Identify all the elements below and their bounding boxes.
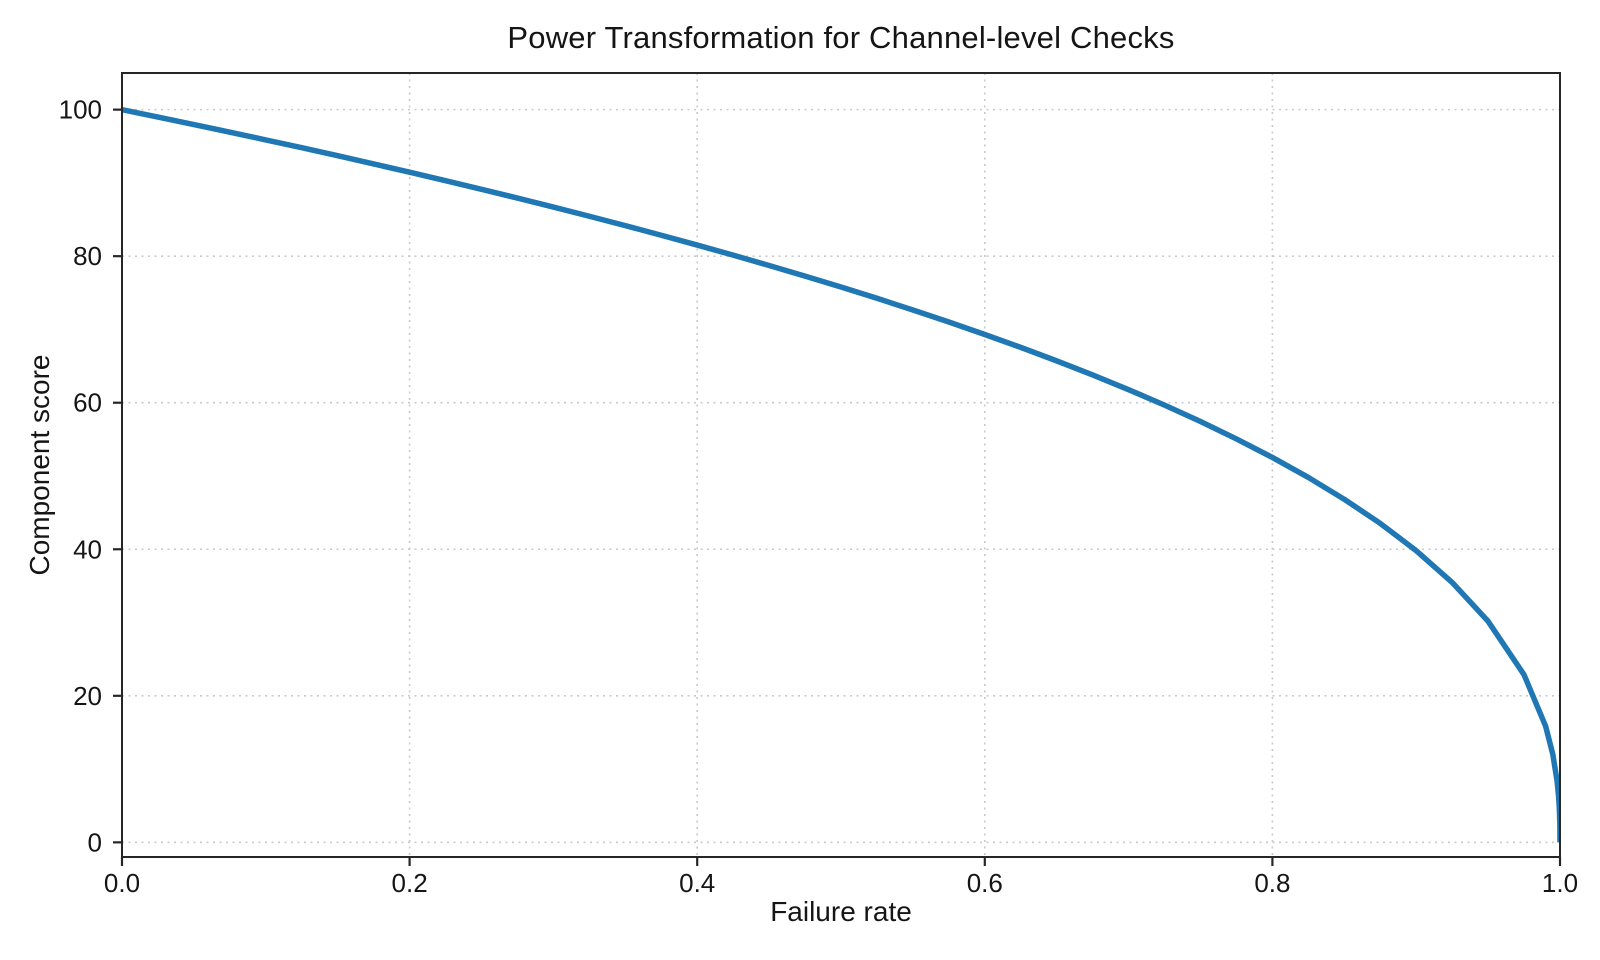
x-tick-label: 0.6: [967, 868, 1003, 898]
x-tick-label: 0.0: [104, 868, 140, 898]
y-tick-label: 0: [88, 827, 102, 857]
y-axis-label: Component score: [24, 354, 55, 576]
x-tick-label: 0.4: [679, 868, 715, 898]
x-tick-label: 0.8: [1254, 868, 1290, 898]
axes-spines: [121, 72, 1561, 858]
y-tick-label: 20: [73, 681, 102, 711]
x-tick-label: 1.0: [1542, 868, 1578, 898]
chart-title: Power Transformation for Channel-level C…: [507, 20, 1175, 55]
x-tick-label: 0.2: [392, 868, 428, 898]
y-tick-label: 40: [73, 534, 102, 564]
y-tick-label: 60: [73, 388, 102, 418]
series-line-component-score-curve: [121, 106, 1561, 843]
y-tick-label: 100: [59, 95, 102, 125]
x-axis-label: Failure rate: [770, 896, 912, 927]
y-tick-label: 80: [73, 241, 102, 271]
